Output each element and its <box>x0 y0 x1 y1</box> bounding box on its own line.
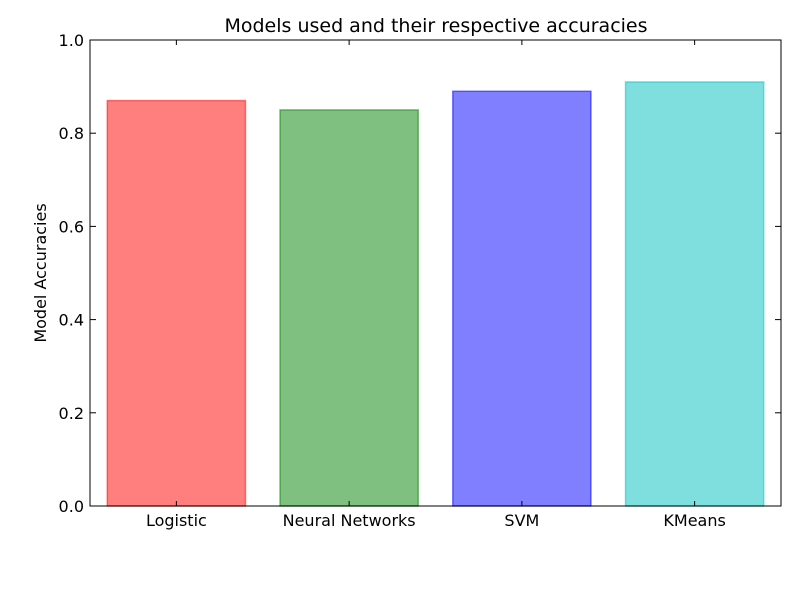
x-tick-label: Logistic <box>146 511 207 530</box>
plot-frame <box>89 39 782 507</box>
bar-neural-networks <box>279 109 419 507</box>
chart-title: Models used and their respective accurac… <box>224 15 647 37</box>
bar-logistic <box>106 99 247 507</box>
bars-group <box>106 81 765 507</box>
x-tick-label: KMeans <box>663 511 725 530</box>
y-tick-label: 0.2 <box>59 404 84 423</box>
x-axis-ticks: Logistic Neural Networks SVM KMeans <box>146 40 726 530</box>
x-tick-label: SVM <box>504 511 539 530</box>
y-tick-label: 0.4 <box>59 311 84 330</box>
bar-kmeans <box>624 81 765 507</box>
y-tick-label: 0.8 <box>59 124 84 143</box>
y-tick-label: 0.0 <box>59 497 84 516</box>
x-tick-label: Neural Networks <box>283 511 416 530</box>
y-axis-label: Model Accuracies <box>31 203 50 342</box>
y-tick-label: 1.0 <box>59 31 84 50</box>
y-axis-ticks: 0.0 0.2 0.4 0.6 0.8 1.0 <box>59 31 781 516</box>
bar-svm <box>452 90 592 507</box>
y-tick-label: 0.6 <box>59 217 84 236</box>
